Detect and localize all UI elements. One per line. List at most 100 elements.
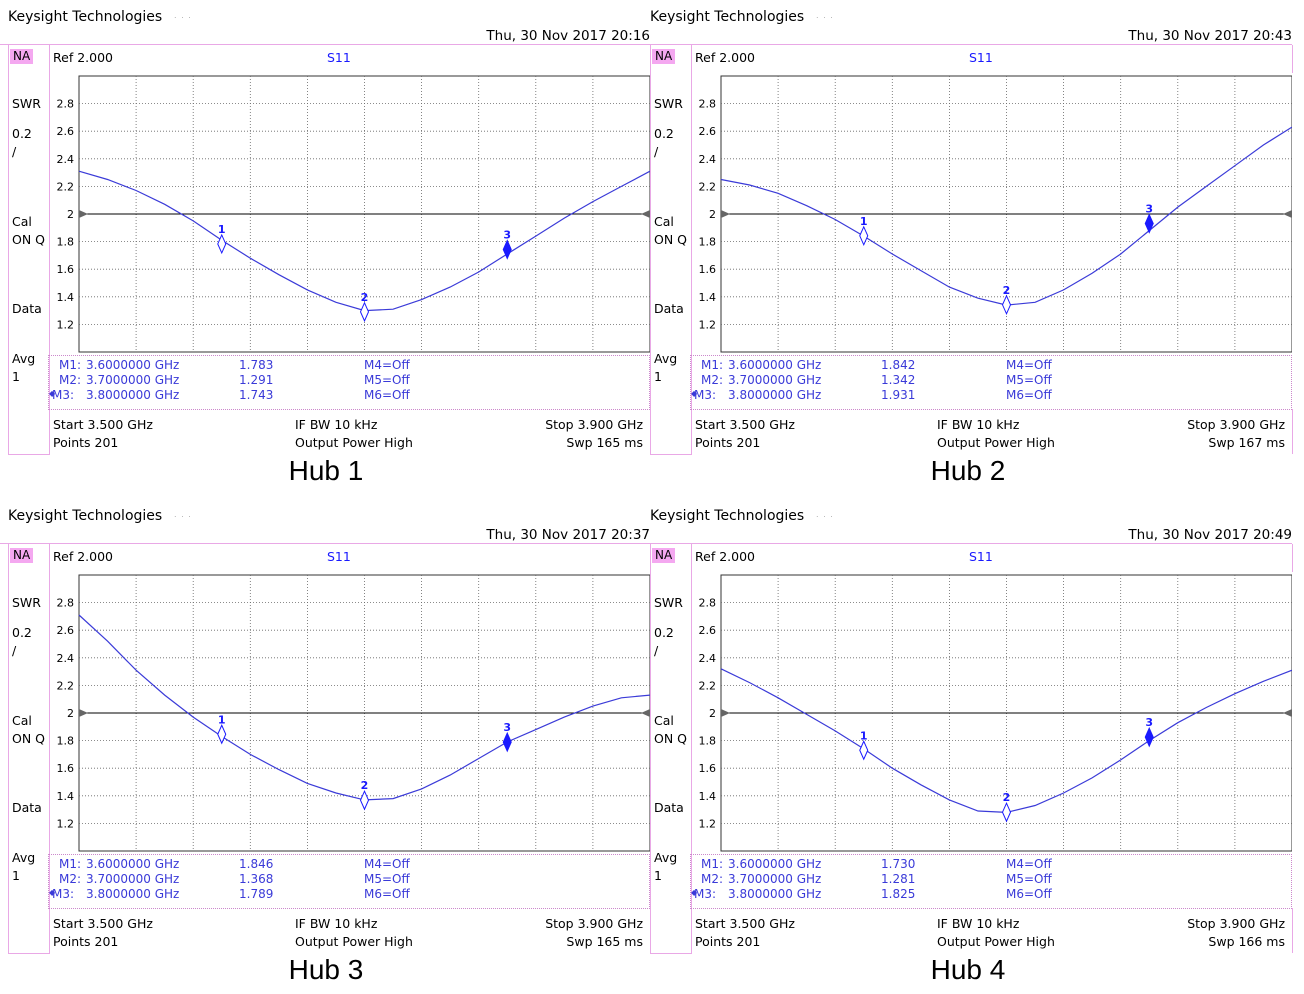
marker-freq: 3.8000000 GHz bbox=[86, 887, 180, 901]
mode-badge[interactable]: NA bbox=[10, 548, 34, 563]
scale-unit-label: / bbox=[654, 144, 659, 159]
scale-label: 0.2 bbox=[654, 126, 674, 141]
stop-freq: Stop 3.900 GHz bbox=[1187, 916, 1285, 931]
scale-label: 0.2 bbox=[654, 625, 674, 640]
brand-dots: . . . bbox=[174, 11, 192, 20]
swr-chart[interactable]: 2.8 2.6 2.4 2.2 2 1.8 1.6 1.4 1.2 1 2 3 bbox=[690, 73, 1292, 355]
output-power: Output Power High bbox=[295, 435, 413, 450]
marker-value: 1.783 bbox=[239, 358, 274, 372]
active-marker-icon: ◆ bbox=[49, 888, 56, 897]
marker-1-diamond bbox=[217, 724, 227, 745]
marker-table: M1: 3.6000000 GHz 1.730 M4=Off M2: 3.7000000 … bbox=[690, 854, 1292, 909]
marker-off: M4=Off bbox=[364, 358, 410, 372]
scale-label: 0.2 bbox=[12, 625, 32, 640]
y-tick-label: 2.2 bbox=[699, 679, 717, 692]
marker-freq: 3.8000000 GHz bbox=[728, 388, 822, 402]
marker-freq: 3.7000000 GHz bbox=[728, 872, 822, 886]
y-tick-label: 1.8 bbox=[699, 236, 717, 249]
format-label: SWR bbox=[12, 595, 41, 610]
marker-row-label: M2: bbox=[59, 373, 82, 387]
marker-1-diamond bbox=[859, 225, 869, 247]
y-tick-label: 2.6 bbox=[57, 125, 75, 138]
marker-1-label: 1 bbox=[218, 713, 226, 726]
marker-value: 1.846 bbox=[239, 857, 274, 871]
datetime-label: Thu, 30 Nov 2017 20:49 bbox=[1128, 527, 1292, 543]
avg-count-label: 1 bbox=[654, 868, 662, 883]
y-tick-label: 2.4 bbox=[57, 153, 75, 166]
mode-badge[interactable]: NA bbox=[652, 548, 676, 563]
marker-off: M6=Off bbox=[364, 887, 410, 901]
frame-divider bbox=[0, 543, 650, 544]
marker-1-label: 1 bbox=[860, 215, 868, 228]
reference-arrow-right bbox=[1283, 210, 1292, 218]
marker-value: 1.825 bbox=[881, 887, 916, 901]
marker-3-diamond bbox=[502, 731, 512, 753]
output-power: Output Power High bbox=[937, 435, 1055, 450]
y-tick-label: 1.2 bbox=[699, 817, 717, 830]
start-freq: Start 3.500 GHz bbox=[695, 417, 795, 432]
marker-row-label: M1: bbox=[701, 857, 724, 871]
mode-badge[interactable]: NA bbox=[652, 49, 676, 64]
softkey-sidebar: NA SWR 0.2 / Cal ON Q Data Avg 1 bbox=[650, 544, 692, 954]
marker-value: 1.789 bbox=[239, 887, 274, 901]
if-bandwidth: IF BW 10 kHz bbox=[295, 916, 378, 931]
marker-2-diamond bbox=[359, 301, 370, 323]
y-tick-label: 1.6 bbox=[699, 762, 717, 775]
marker-value: 1.291 bbox=[239, 373, 274, 387]
marker-row-label: M2: bbox=[59, 872, 82, 886]
brand-label: Keysight Technologies bbox=[650, 9, 805, 25]
reference-label: Ref 2.000 bbox=[53, 549, 113, 564]
hub-caption: Hub 4 bbox=[930, 954, 1006, 985]
y-tick-label: 2.8 bbox=[699, 597, 717, 610]
marker-freq: 3.7000000 GHz bbox=[86, 872, 180, 886]
cal-state-label: ON Q bbox=[12, 731, 46, 746]
marker-value: 1.842 bbox=[881, 358, 916, 372]
y-tick-label: 2.6 bbox=[699, 125, 717, 138]
y-tick-label: 1.4 bbox=[57, 790, 75, 803]
marker-row-label: M1: bbox=[59, 857, 82, 871]
marker-1-diamond bbox=[217, 233, 227, 255]
output-power: Output Power High bbox=[937, 934, 1055, 949]
stop-freq: Stop 3.900 GHz bbox=[1187, 417, 1285, 432]
brand-label: Keysight Technologies bbox=[650, 508, 805, 524]
points-count: Points 201 bbox=[695, 934, 761, 949]
active-marker-icon: ◆ bbox=[49, 389, 56, 398]
y-tick-label: 1.8 bbox=[57, 236, 75, 249]
marker-row-label: M3: bbox=[694, 887, 717, 901]
marker-3-label: 3 bbox=[503, 228, 511, 241]
sweep-time: Swp 166 ms bbox=[1208, 934, 1285, 949]
y-tick-label: 1.4 bbox=[699, 291, 717, 304]
y-tick-label: 2.2 bbox=[699, 180, 717, 193]
marker-freq: 3.7000000 GHz bbox=[728, 373, 822, 387]
trace-name: S11 bbox=[327, 50, 351, 65]
marker-freq: 3.6000000 GHz bbox=[86, 857, 180, 871]
cal-label: Cal bbox=[12, 713, 32, 728]
swr-chart[interactable]: 2.8 2.6 2.4 2.2 2 1.8 1.6 1.4 1.2 1 2 3 bbox=[48, 572, 650, 854]
mode-badge[interactable]: NA bbox=[10, 49, 34, 64]
sweep-time: Swp 167 ms bbox=[1208, 435, 1285, 450]
frame-divider bbox=[642, 44, 1292, 45]
marker-value: 1.368 bbox=[239, 872, 274, 886]
marker-freq: 3.6000000 GHz bbox=[728, 857, 822, 871]
brand-label: Keysight Technologies bbox=[8, 508, 163, 524]
marker-off: M5=Off bbox=[1006, 373, 1052, 387]
marker-off: M6=Off bbox=[1006, 887, 1052, 901]
y-tick-label: 1.2 bbox=[57, 318, 75, 331]
format-label: SWR bbox=[654, 96, 683, 111]
points-count: Points 201 bbox=[53, 435, 119, 450]
swr-chart[interactable]: 2.8 2.6 2.4 2.2 2 1.8 1.6 1.4 1.2 1 2 3 bbox=[690, 572, 1292, 854]
sweep-info: Start 3.500 GHz IF BW 10 kHz Stop 3.900 … bbox=[48, 908, 651, 953]
y-tick-label: 1.4 bbox=[57, 291, 75, 304]
active-marker-icon: ◆ bbox=[691, 888, 698, 897]
y-tick-label: 2 bbox=[67, 707, 74, 720]
marker-off: M4=Off bbox=[1006, 358, 1052, 372]
sweep-info: Start 3.500 GHz IF BW 10 kHz Stop 3.900 … bbox=[690, 409, 1293, 454]
analyzer-panel-4: Keysight Technologies . . . Thu, 30 Nov … bbox=[642, 499, 1294, 994]
start-freq: Start 3.500 GHz bbox=[53, 417, 153, 432]
analyzer-panel-3: Keysight Technologies . . . Thu, 30 Nov … bbox=[0, 499, 652, 994]
marker-1-label: 1 bbox=[860, 729, 868, 742]
swr-chart[interactable]: 2.8 2.6 2.4 2.2 2 1.8 1.6 1.4 1.2 1 2 3 bbox=[48, 73, 650, 355]
marker-row-label: M3: bbox=[52, 388, 75, 402]
reference-arrow-left bbox=[79, 709, 88, 717]
marker-2-label: 2 bbox=[361, 291, 369, 304]
